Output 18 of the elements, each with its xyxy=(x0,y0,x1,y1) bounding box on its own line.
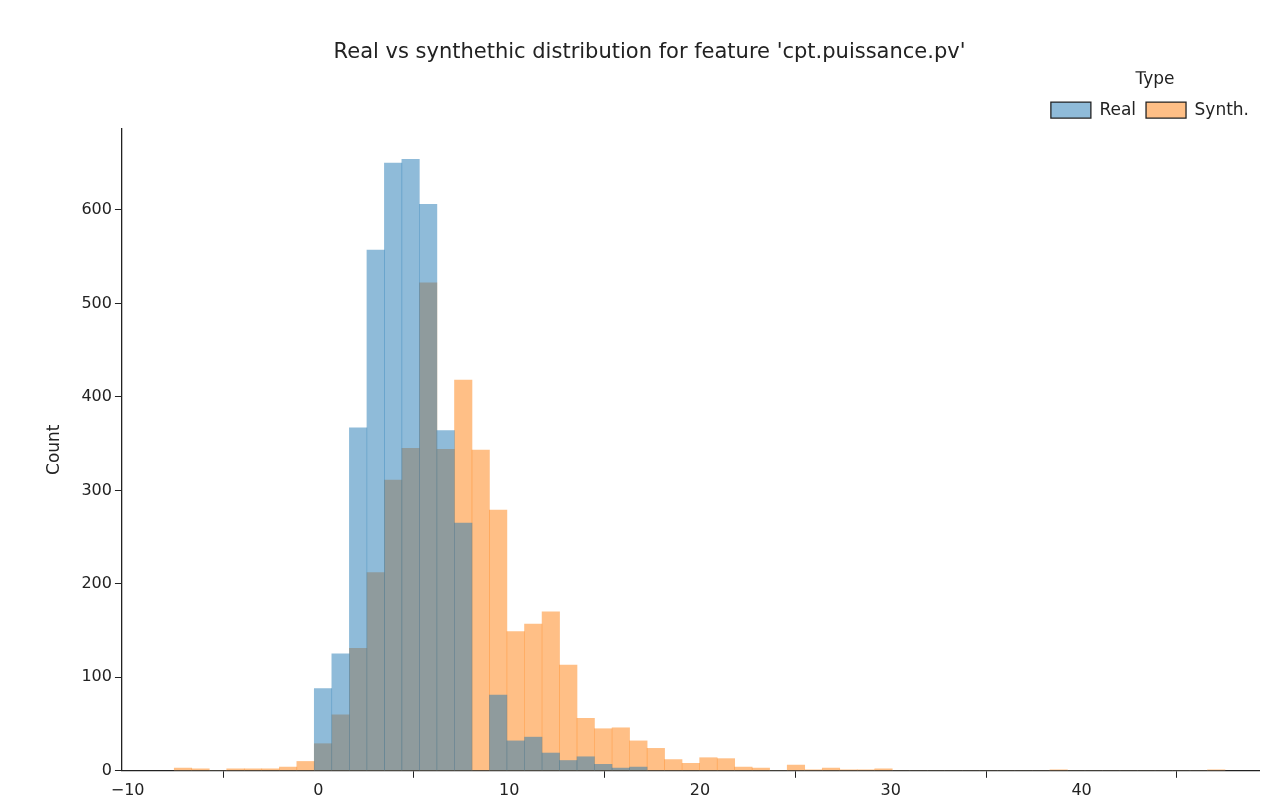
x-tick-label: −10 xyxy=(110,779,145,799)
y-tick-label: 0 xyxy=(101,759,112,779)
y-tick-label: 500 xyxy=(81,292,112,312)
legend-label: Synth. xyxy=(1194,98,1250,119)
legend-title: Type xyxy=(1134,68,1175,89)
chart-title: Real vs synthethic distribution for feature 'cpt.puissance.pv' xyxy=(333,39,966,64)
y-tick-label: 100 xyxy=(81,666,112,686)
y-tick-label: 200 xyxy=(81,573,112,592)
y-tick-label: 600 xyxy=(81,199,112,219)
x-tick-label: 0 xyxy=(313,779,324,799)
y-tick-label: 300 xyxy=(81,479,112,499)
x-tick-label: 40 xyxy=(1071,779,1092,799)
x-tick-label: 10 xyxy=(499,779,520,799)
y-axis-title: Count xyxy=(42,424,63,475)
x-tick-label: 20 xyxy=(689,779,711,799)
legend-label: Real xyxy=(1099,98,1137,119)
y-tick-label: 400 xyxy=(81,386,112,406)
x-tick-label: 30 xyxy=(880,779,901,799)
